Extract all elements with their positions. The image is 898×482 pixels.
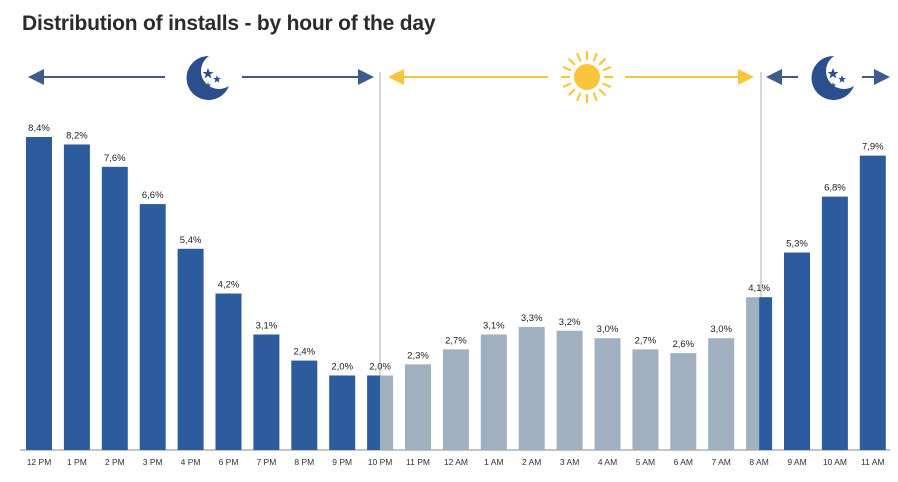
sun-icon — [560, 50, 614, 104]
value-label: 2,3% — [407, 350, 429, 361]
value-label: 6,6% — [142, 190, 164, 201]
value-label: 2,6% — [672, 339, 694, 350]
bar-2-am — [518, 327, 545, 450]
value-label: 2,7% — [445, 335, 467, 346]
x-tick-label: 11 AM — [861, 457, 884, 467]
value-label: 3,1% — [256, 320, 278, 331]
x-tick-label: 5 AM — [636, 457, 655, 467]
value-label: 5,4% — [180, 235, 202, 246]
bar-8-am-right — [759, 297, 773, 450]
value-label: 3,3% — [521, 313, 543, 324]
bar-7-am — [708, 338, 735, 450]
x-tick-label: 4 PM — [181, 457, 201, 467]
value-label: 2,4% — [293, 347, 315, 358]
bar-6-pm — [215, 293, 242, 450]
x-tick-label: 12 AM — [444, 457, 468, 467]
x-tick-label: 9 PM — [332, 457, 352, 467]
x-tick-label: 7 PM — [256, 457, 276, 467]
bar-6-am — [670, 353, 697, 450]
bar-10-pm-left — [367, 375, 381, 450]
bar-3-am — [556, 330, 583, 450]
bar-1-pm — [63, 144, 90, 450]
bars-layer — [26, 137, 886, 451]
bar-4-pm — [177, 248, 204, 450]
bar-9-am — [784, 252, 810, 450]
value-labels-layer: 8,4% 8,2% 7,6% 6,6% 5,4% 4,2% 3,1% 2,4% 2,0% 2,0%… — [28, 123, 884, 372]
bar-8-am-left — [746, 297, 760, 450]
bar-8-pm — [291, 360, 318, 450]
bar-11-am — [859, 155, 886, 450]
x-tick-label: 3 AM — [560, 457, 579, 467]
x-tick-label: 12 PM — [27, 457, 52, 467]
value-label: 4,1% — [748, 283, 770, 294]
x-tick-label: 11 PM — [406, 457, 430, 467]
x-tick-label: 6 PM — [219, 457, 239, 467]
x-tick-label: 2 AM — [522, 457, 541, 467]
x-tick-label: 2 PM — [105, 457, 125, 467]
value-label: 8,4% — [28, 123, 50, 134]
bar-12-pm — [26, 137, 52, 450]
x-tick-label: 4 AM — [598, 457, 617, 467]
value-label: 5,3% — [786, 239, 808, 250]
value-label: 6,8% — [824, 183, 846, 194]
x-tick-label: 8 AM — [749, 457, 768, 467]
value-label: 7,6% — [104, 153, 126, 164]
x-tick-label: 3 PM — [143, 457, 163, 467]
x-tick-label: 10 PM — [368, 457, 393, 467]
value-label: 2,7% — [635, 335, 657, 346]
moon-stars-icon — [186, 55, 229, 100]
x-tick-label: 1 AM — [484, 457, 503, 467]
bar-2-pm — [101, 166, 128, 451]
x-tick-label: 1 PM — [67, 457, 87, 467]
bar-3-pm — [139, 204, 166, 450]
chart-title: Distribution of installs - by hour of th… — [22, 12, 436, 35]
x-tick-label: 8 PM — [294, 457, 314, 467]
value-label: 3,0% — [597, 324, 619, 335]
value-label: 7,9% — [862, 142, 884, 153]
bar-7-pm — [253, 334, 280, 450]
value-label: 3,0% — [710, 324, 732, 335]
bar-12-am — [442, 349, 469, 450]
bar-5-am — [632, 349, 659, 450]
x-tick-label: 10 AM — [823, 457, 847, 467]
x-tick-label: 6 AM — [674, 457, 693, 467]
value-label: 8,2% — [66, 130, 88, 141]
value-label: 2,0% — [369, 361, 391, 372]
value-label: 4,2% — [218, 280, 240, 291]
value-label: 2,0% — [331, 361, 353, 372]
x-tick-label: 9 AM — [787, 457, 806, 467]
x-tick-label: 7 AM — [712, 457, 731, 467]
bar-9-pm — [329, 375, 356, 450]
moon-stars-icon — [811, 55, 854, 100]
bar-11-pm — [405, 364, 431, 450]
value-label: 3,2% — [559, 317, 581, 328]
bar-10-pm-right — [380, 375, 394, 450]
bar-4-am — [594, 338, 621, 450]
value-label: 3,1% — [483, 320, 505, 331]
x-tick-labels-layer: 12 PM 1 PM 2 PM 3 PM 4 PM 6 PM 7 PM 8 PM 9 PM 10 … — [27, 457, 885, 467]
bar-10-am — [821, 196, 848, 450]
bar-1-am — [480, 334, 507, 450]
